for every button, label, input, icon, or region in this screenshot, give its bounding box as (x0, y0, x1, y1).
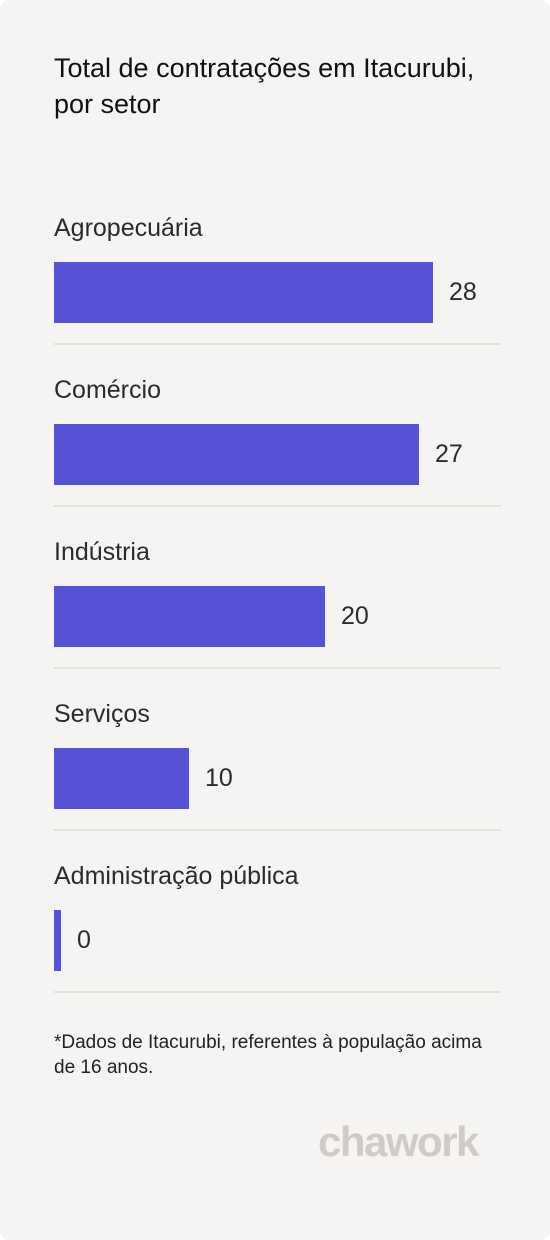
value-label: 0 (77, 926, 91, 954)
value-label: 10 (205, 764, 233, 792)
bar (54, 586, 325, 647)
row-divider (54, 505, 501, 507)
bar-chart: Agropecuária 28 Comércio 27 Indústria 20 Servi… (54, 210, 501, 1020)
row-divider (54, 667, 501, 669)
value-label: 20 (341, 602, 369, 630)
bar (54, 910, 61, 971)
row-divider (54, 991, 501, 993)
category-label: Comércio (54, 376, 161, 404)
chart-title: Total de contratações em Itacurubi, por … (54, 53, 475, 119)
bar-row: Indústria 20 (54, 534, 501, 696)
row-divider (54, 829, 501, 831)
bar-row: Comércio 27 (54, 372, 501, 534)
bar (54, 262, 433, 323)
brand-logo: chawork (318, 1118, 479, 1165)
bar-row: Serviços 10 (54, 696, 501, 858)
value-label: 28 (449, 278, 477, 306)
bar-row: Agropecuária 28 (54, 210, 501, 372)
category-label: Indústria (54, 538, 150, 566)
value-label: 27 (435, 440, 463, 468)
category-label: Administração pública (54, 862, 299, 890)
row-divider (54, 343, 501, 345)
bar (54, 748, 189, 809)
category-label: Serviços (54, 700, 150, 728)
footnote: *Dados de Itacurubi, referentes à popula… (54, 1032, 482, 1078)
bar (54, 424, 419, 485)
bar-row: Administração pública 0 (54, 858, 501, 1020)
category-label: Agropecuária (54, 214, 203, 242)
